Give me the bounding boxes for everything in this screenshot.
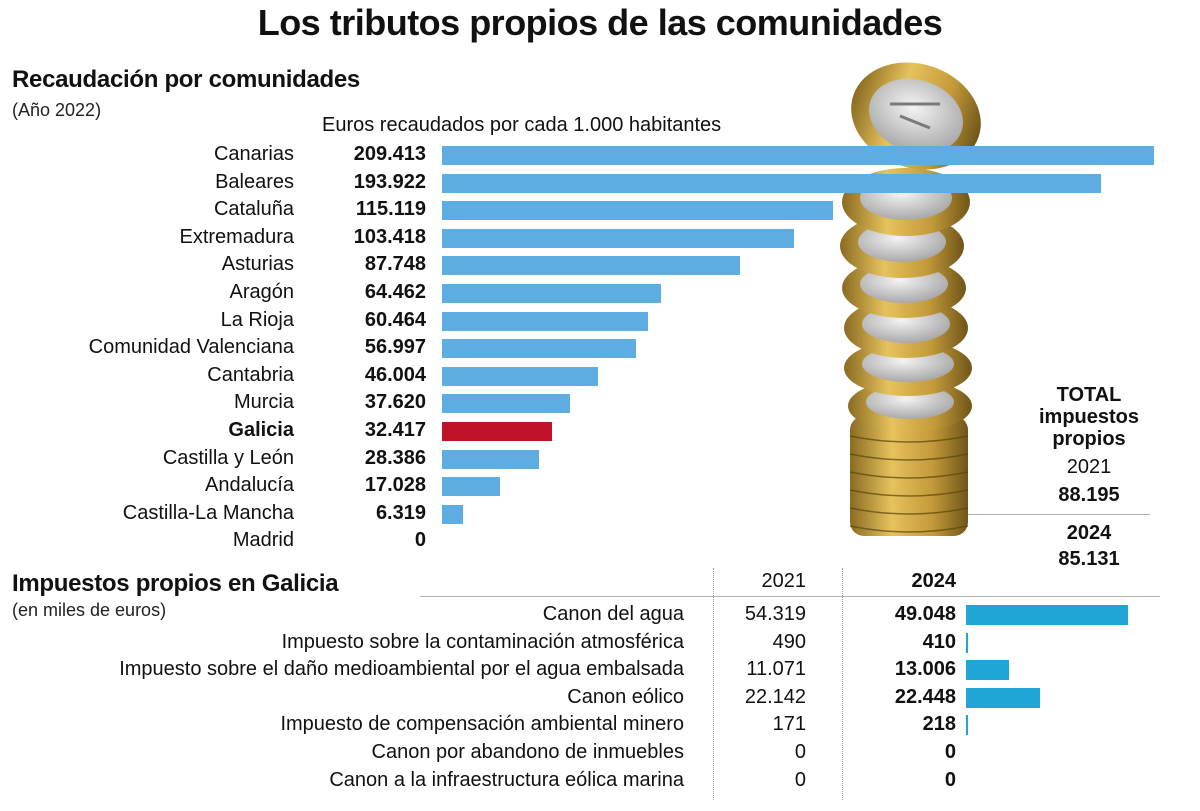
total-year-2021: 2021 [1066, 456, 1112, 478]
region-bar [442, 228, 794, 248]
tax-value-2024: 0 [944, 768, 956, 791]
tax-bar-2024 [966, 687, 1041, 708]
galicia-table-divider [420, 596, 1160, 597]
column-separator-1 [713, 568, 714, 800]
coin-stack-illustration [840, 62, 981, 536]
region-label: Castilla-La Mancha [122, 501, 294, 524]
region-label: Aragón [229, 281, 295, 303]
total-year-2024: 2024 [1066, 522, 1112, 544]
region-value: 6.319 [375, 501, 426, 524]
region-bar [442, 256, 741, 276]
euro-coin-top [851, 62, 981, 170]
region-bar [442, 422, 553, 441]
tax-value-2024: 22.448 [894, 685, 956, 708]
region-value: 32.417 [364, 419, 426, 441]
region-label: Castilla y León [162, 446, 294, 469]
region-label: Asturias [221, 253, 294, 276]
region-value: 193.922 [353, 170, 426, 193]
tax-label: Canon a la infraestructura eólica marina [329, 768, 684, 791]
region-label: Comunidad Valenciana [88, 336, 294, 359]
region-label: Extremadura [179, 225, 295, 248]
tax-bar-2024 [966, 632, 968, 653]
region-label: La Rioja [220, 308, 294, 331]
total-heading-line2: impuestos [1038, 406, 1140, 428]
tax-value-2021: 490 [772, 630, 806, 653]
region-label: Andalucía [205, 474, 294, 497]
region-label: Murcia [233, 391, 294, 414]
total-heading-line1: TOTAL [1056, 384, 1122, 406]
region-bar [442, 173, 1102, 193]
region-value: 46.004 [364, 363, 426, 386]
tax-label: Canon por abandono de inmuebles [371, 741, 684, 763]
region-value: 115.119 [355, 198, 426, 221]
tilted-coins [840, 168, 972, 432]
region-bar [442, 449, 539, 469]
region-bar [442, 394, 570, 414]
tax-label: Canon del agua [542, 603, 684, 625]
tax-bar-2024 [966, 660, 1009, 681]
region-value: 56.997 [364, 336, 426, 359]
total-divider [968, 514, 1150, 515]
region-label: Galicia [228, 419, 294, 441]
column-separator-2 [842, 568, 843, 800]
tax-value-2021: 0 [794, 741, 806, 763]
regions-chart-subtitle: (Año 2022) [12, 100, 102, 120]
column-header-2021: 2021 [761, 570, 807, 592]
region-bar [442, 477, 500, 497]
tax-value-2024: 49.048 [894, 603, 956, 625]
region-value: 60.464 [364, 308, 426, 331]
tax-value-2021: 22.142 [744, 685, 806, 708]
region-value: 64.462 [364, 281, 426, 303]
region-value: 209.413 [353, 143, 426, 165]
coin-stack-base [849, 416, 969, 536]
region-bar [442, 504, 464, 524]
tax-value-2024: 0 [944, 741, 956, 763]
page-title: Los tributos propios de las comunidades [257, 2, 943, 43]
galicia-chart-subtitle: (en miles de euros) [12, 600, 167, 620]
total-value-2021: 88.195 [1058, 484, 1120, 506]
region-bar [442, 339, 636, 359]
region-value: 17.028 [364, 474, 426, 497]
tax-value-2021: 54.319 [744, 603, 806, 625]
tax-label: Canon eólico [567, 685, 684, 708]
tax-value-2024: 218 [922, 713, 956, 736]
region-value: 37.620 [364, 391, 426, 414]
region-bar [442, 201, 834, 221]
region-bar [442, 311, 648, 331]
tax-bar-2024 [966, 715, 968, 736]
region-label: Canarias [213, 143, 294, 165]
tax-value-2024: 13.006 [894, 658, 956, 681]
tax-label: Impuesto sobre la contaminación atmosfér… [281, 630, 684, 653]
regions-chart-title: Recaudación por comunidades [12, 66, 360, 93]
galicia-chart-title: Impuestos propios en Galicia [12, 570, 339, 597]
tax-label: Impuesto sobre el daño medioambiental po… [119, 658, 684, 681]
region-label: Cantabria [207, 363, 294, 386]
region-label: Baleares [215, 170, 294, 193]
regions-chart-axis-label: Euros recaudados por cada 1.000 habitant… [322, 114, 722, 136]
region-value: 28.386 [364, 446, 426, 469]
tax-value-2024: 410 [922, 630, 956, 653]
region-label: Madrid [232, 529, 294, 552]
total-heading-line3: propios [1052, 428, 1126, 450]
tax-bar-2024 [966, 605, 1128, 625]
tax-label: Impuesto de compensación ambiental miner… [280, 713, 684, 736]
column-header-2024: 2024 [911, 570, 957, 592]
region-label: Cataluña [213, 198, 294, 221]
region-bar [442, 366, 599, 386]
region-value: 87.748 [364, 253, 426, 276]
region-bar [442, 146, 1154, 165]
tax-value-2021: 0 [794, 768, 806, 791]
region-value: 0 [414, 529, 426, 552]
total-value-2024: 85.131 [1058, 548, 1120, 570]
region-value: 103.418 [353, 225, 426, 248]
region-bar [442, 284, 662, 303]
tax-value-2021: 171 [772, 713, 806, 736]
tax-value-2021: 11.071 [746, 658, 806, 681]
